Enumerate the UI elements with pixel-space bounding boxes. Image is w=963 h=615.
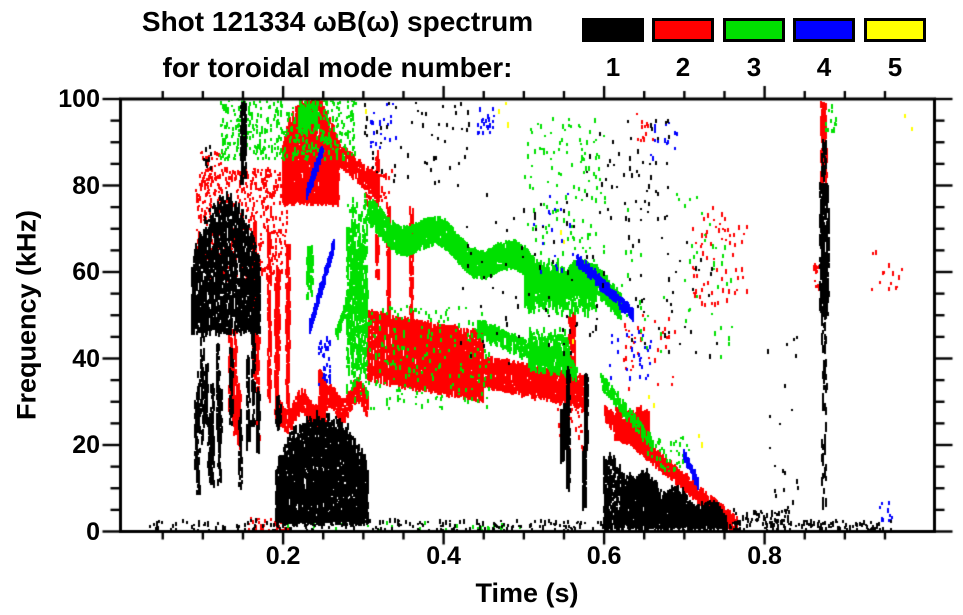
y-tick-label: 100 xyxy=(58,85,100,113)
legend-label-mode-4: 4 xyxy=(816,52,832,82)
figure-title-line1: Shot 121334 ωB(ω) spectrum xyxy=(141,6,534,37)
x-tick-label: 0.2 xyxy=(265,542,301,570)
legend-label-mode-2: 2 xyxy=(675,52,691,82)
x-tick-label: 0.8 xyxy=(747,542,782,570)
legend-label-mode-5: 5 xyxy=(887,52,903,82)
y-tick-label: 20 xyxy=(72,431,100,459)
legend-swatch-mode-5 xyxy=(864,18,926,42)
figure-title-line2: for toroidal mode number: xyxy=(162,52,513,83)
legend-swatch-mode-3 xyxy=(723,18,785,42)
legend-swatch-mode-4 xyxy=(793,18,855,42)
y-axis-label: Frequency (kHz) xyxy=(11,209,42,421)
mode-legend: 1 2 3 4 5 xyxy=(0,0,963,90)
legend-swatch-mode-2 xyxy=(652,18,714,42)
legend-label-mode-3: 3 xyxy=(746,52,762,82)
y-tick-label: 40 xyxy=(72,344,100,373)
legend-swatch-mode-1 xyxy=(582,18,644,42)
legend-label-mode-1: 1 xyxy=(605,52,621,82)
x-axis-label: Time (s) xyxy=(475,578,579,608)
x-tick-label: 0.6 xyxy=(586,542,622,570)
y-tick-label: 0 xyxy=(86,517,100,546)
y-tick-label: 80 xyxy=(72,171,100,200)
y-tick-label: 60 xyxy=(72,258,100,286)
x-tick-label: 0.4 xyxy=(426,542,461,570)
